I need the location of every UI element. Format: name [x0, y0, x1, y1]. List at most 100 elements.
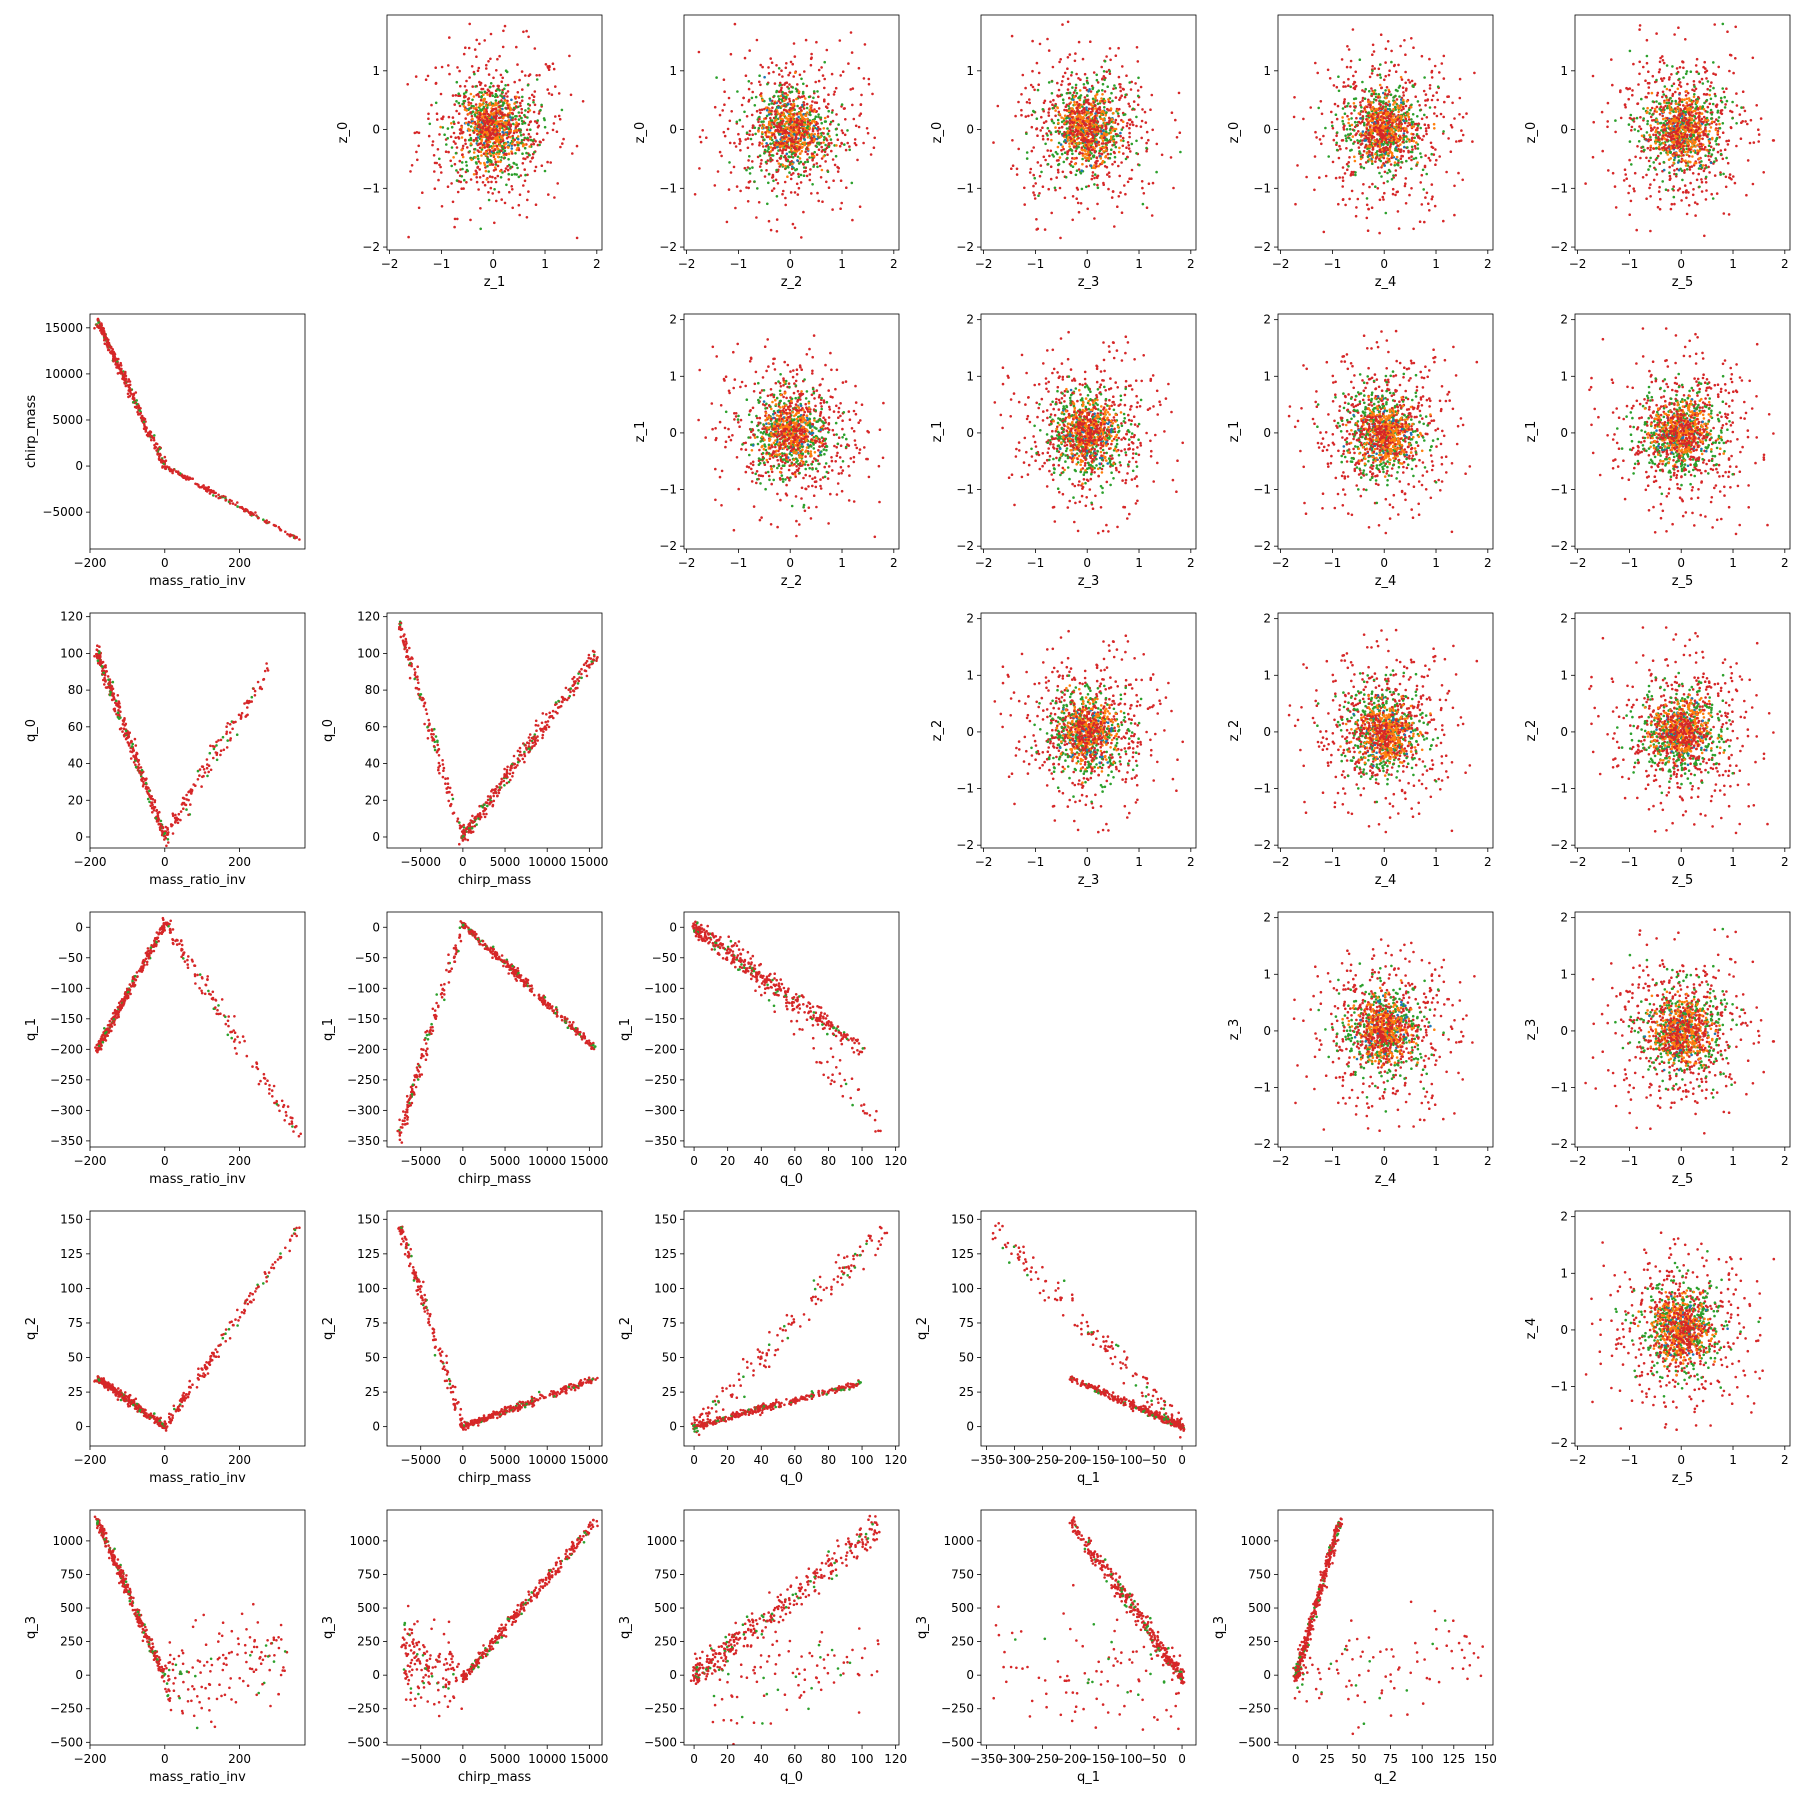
scatter-point — [490, 109, 494, 113]
scatter-point — [767, 172, 771, 176]
scatter-point — [734, 145, 738, 148]
scatter-point — [479, 207, 482, 210]
scatter-point — [1392, 130, 1395, 134]
scatter-point — [1129, 88, 1133, 91]
scatter-point — [783, 180, 787, 184]
scatter-point — [824, 160, 827, 163]
scatter-point — [1072, 98, 1075, 102]
scatter-point — [409, 170, 412, 173]
scatter-point — [795, 168, 799, 171]
scatter-point — [1446, 95, 1449, 98]
scatter-point — [1381, 164, 1384, 167]
scatter-point — [480, 154, 483, 157]
scatter-point — [516, 137, 520, 141]
scatter-point — [1368, 89, 1371, 93]
scatter-point — [1095, 125, 1099, 129]
scatter-point — [1361, 120, 1364, 123]
scatter-point — [784, 158, 788, 161]
scatter-point — [507, 123, 510, 126]
scatter-point — [1102, 70, 1106, 73]
scatter-point — [791, 222, 795, 226]
scatter-point — [748, 129, 752, 133]
scatter-point — [763, 152, 766, 155]
scatter-point — [767, 110, 771, 114]
scatter-point — [1370, 87, 1373, 90]
scatter-point — [1394, 136, 1398, 140]
scatter-point — [782, 148, 785, 152]
scatter-point — [748, 133, 751, 136]
scatter-point — [497, 122, 501, 126]
scatter-point — [812, 165, 815, 168]
scatter-point — [479, 134, 483, 138]
scatter-point — [803, 121, 807, 124]
scatter-point — [1354, 97, 1358, 100]
scatter-point — [756, 155, 760, 159]
scatter-point — [1113, 84, 1116, 87]
scatter-point — [1428, 209, 1431, 212]
scatter-point — [766, 202, 769, 206]
scatter-point — [791, 103, 794, 107]
scatter-point — [794, 130, 797, 134]
scatter-point — [792, 106, 795, 110]
scatter-point — [485, 63, 488, 67]
scatter-point — [699, 140, 703, 144]
scatter-point — [1082, 83, 1086, 86]
scatter-point — [538, 143, 541, 147]
scatter-point — [1402, 91, 1405, 94]
scatter-point — [1433, 106, 1437, 109]
scatter-point — [1424, 99, 1427, 102]
scatter-point — [791, 86, 795, 89]
scatter-point — [802, 101, 806, 104]
scatter-point — [1473, 71, 1476, 75]
scatter-point — [484, 84, 487, 87]
scatter-point — [1121, 136, 1125, 140]
scatter-point — [484, 104, 488, 108]
scatter-point — [528, 109, 532, 112]
scatter-point — [729, 171, 733, 174]
scatter-point — [1119, 85, 1122, 89]
scatter-point — [1357, 112, 1361, 115]
scatter-point — [443, 133, 446, 136]
scatter-point — [839, 74, 842, 77]
scatter-point — [1077, 40, 1081, 44]
scatter-point — [823, 116, 827, 120]
scatter-point — [1318, 176, 1321, 179]
scatter-point — [834, 154, 838, 158]
axes-frame — [386, 14, 603, 251]
scatter-point — [816, 191, 819, 195]
scatter-point — [510, 173, 514, 176]
scatter-point — [1458, 77, 1462, 81]
scatter-point — [1086, 135, 1090, 138]
scatter-point — [1119, 134, 1122, 138]
y-tick-label: 1 — [966, 64, 974, 78]
scatter-point — [780, 141, 784, 145]
scatter-point — [798, 122, 801, 125]
scatter-point — [544, 63, 548, 66]
scatter-point — [461, 102, 464, 106]
scatter-point — [1390, 49, 1393, 53]
scatter-point — [1054, 104, 1057, 107]
scatter-point — [446, 127, 450, 130]
scatter-point — [1364, 139, 1367, 142]
scatter-point — [478, 42, 481, 46]
scatter-point — [456, 190, 460, 194]
scatter-point — [789, 126, 793, 130]
scatter-point — [781, 163, 785, 167]
scatter-point — [774, 141, 778, 144]
scatter-point — [747, 87, 751, 91]
scatter-point — [740, 103, 744, 107]
scatter-point — [1399, 44, 1402, 48]
scatter-point — [852, 117, 856, 121]
scatter-point — [758, 141, 761, 144]
scatter-point — [807, 144, 810, 147]
scatter-point — [1409, 105, 1413, 109]
scatter-point — [780, 111, 783, 115]
scatter-point — [438, 163, 441, 167]
scatter-point — [1047, 187, 1050, 191]
scatter-point — [1395, 155, 1399, 159]
scatter-point — [773, 143, 776, 147]
scatter-point — [540, 103, 543, 107]
scatter-point — [817, 199, 820, 203]
scatter-point — [789, 191, 793, 194]
scatter-point — [1047, 81, 1051, 84]
